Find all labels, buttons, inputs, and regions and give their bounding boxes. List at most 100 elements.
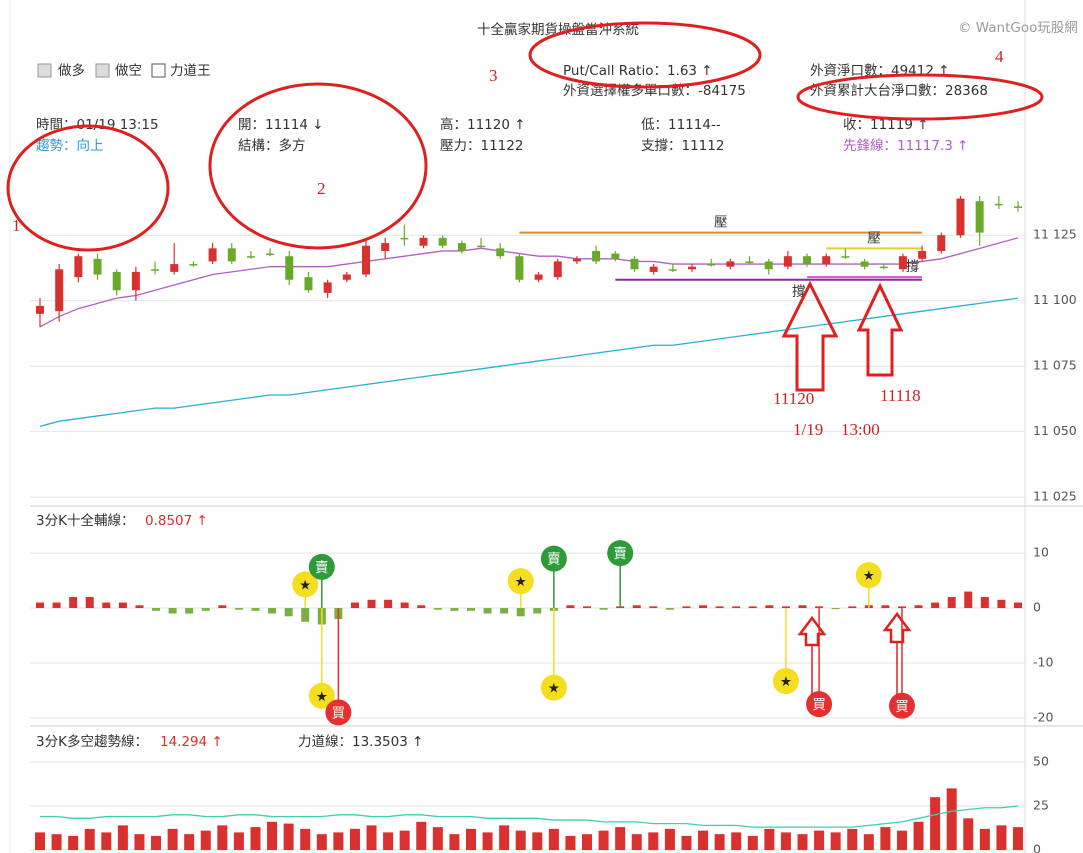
bar xyxy=(433,608,442,610)
signal-label: 賣 xyxy=(613,546,627,562)
signal-marker xyxy=(292,571,319,598)
bar xyxy=(963,818,974,851)
bar xyxy=(565,835,576,851)
bar xyxy=(316,834,327,851)
bar xyxy=(283,823,294,851)
candle-body xyxy=(112,271,121,291)
candle-body xyxy=(745,261,754,263)
candle-body xyxy=(803,256,812,265)
bar xyxy=(732,606,741,609)
bar xyxy=(417,605,426,609)
info: 結構：多方 xyxy=(238,137,306,154)
bar xyxy=(301,608,310,622)
bar xyxy=(681,835,692,851)
bar xyxy=(284,608,293,617)
fii-big: 外資累計大台淨口數：28368 xyxy=(810,83,988,99)
bar xyxy=(830,832,841,851)
candle-body xyxy=(898,256,907,270)
y-tick-label: 11 025 xyxy=(1033,489,1077,504)
bar xyxy=(101,832,112,851)
signal-marker xyxy=(607,540,634,567)
bar xyxy=(682,606,691,609)
trend-line xyxy=(40,805,1019,828)
toggle-label[interactable]: 做空 xyxy=(115,63,142,79)
candle-body xyxy=(304,277,313,291)
checkbox[interactable] xyxy=(37,63,52,78)
y-tick-label: 10 xyxy=(1033,545,1049,560)
bar xyxy=(234,608,243,610)
signal-label: 買 xyxy=(812,697,826,713)
bar xyxy=(233,832,244,851)
candle-body xyxy=(975,201,984,233)
bar xyxy=(366,825,377,851)
y-tick-label: -10 xyxy=(1033,654,1053,669)
signal-label: 賣 xyxy=(315,560,329,576)
bar xyxy=(118,602,127,609)
checkbox[interactable] xyxy=(151,63,166,78)
bar xyxy=(914,605,923,609)
candle-body xyxy=(956,198,965,236)
candle-body xyxy=(381,243,390,251)
info: 趨勢：向上 xyxy=(36,138,104,154)
candle-body xyxy=(726,261,735,267)
level-label: 壓 xyxy=(714,215,728,231)
bar xyxy=(880,827,891,851)
bar xyxy=(167,828,178,851)
bar xyxy=(35,832,45,851)
put-call: Put/Call Ratio：1.63 ↑ xyxy=(563,63,713,79)
bar xyxy=(516,608,525,617)
bar xyxy=(664,828,675,851)
candle-body xyxy=(189,264,198,266)
bar xyxy=(217,825,228,851)
checkbox[interactable] xyxy=(95,63,110,78)
y-tick-label: 11 125 xyxy=(1033,227,1077,242)
signal-label: ★ xyxy=(316,689,328,705)
bar xyxy=(117,825,128,851)
signal-marker xyxy=(507,568,534,595)
toggle-label[interactable]: 做多 xyxy=(58,62,85,79)
candle-body xyxy=(362,245,370,275)
bar xyxy=(699,605,708,609)
y-tick-label: 11 050 xyxy=(1033,423,1077,438)
bar xyxy=(515,830,526,851)
bar xyxy=(268,608,277,614)
bar xyxy=(151,835,162,851)
bar xyxy=(134,834,145,851)
ellipse xyxy=(6,124,170,252)
bar xyxy=(698,830,709,851)
signal-marker xyxy=(540,674,567,701)
bar xyxy=(814,830,825,851)
signal-label: 賣 xyxy=(547,552,561,568)
toggle-label[interactable]: 力道王 xyxy=(170,63,211,79)
bar xyxy=(980,597,989,609)
bar xyxy=(897,606,906,609)
bar xyxy=(533,608,542,614)
bar xyxy=(648,832,659,851)
candle-body xyxy=(707,264,716,266)
candle-body xyxy=(285,256,294,280)
bar xyxy=(582,834,593,851)
bar xyxy=(913,821,924,851)
bar xyxy=(964,591,973,609)
bar xyxy=(85,597,94,609)
bar xyxy=(765,605,774,609)
bar xyxy=(449,834,460,851)
bar xyxy=(714,834,725,851)
bar xyxy=(69,597,78,609)
bar xyxy=(201,608,210,611)
bar xyxy=(168,608,177,614)
candle-body xyxy=(688,266,696,270)
candle-body xyxy=(55,269,64,312)
candle-body xyxy=(764,261,773,270)
info: 先鋒線：11117.3 ↑ xyxy=(843,138,968,154)
annotation: 11120 xyxy=(773,389,814,408)
bar xyxy=(881,605,890,609)
bar xyxy=(615,827,626,851)
candle-body xyxy=(822,256,831,265)
candle-body xyxy=(649,266,658,272)
bar xyxy=(731,832,742,851)
bar xyxy=(632,605,641,609)
bar xyxy=(831,608,840,610)
candle-body xyxy=(419,237,428,246)
